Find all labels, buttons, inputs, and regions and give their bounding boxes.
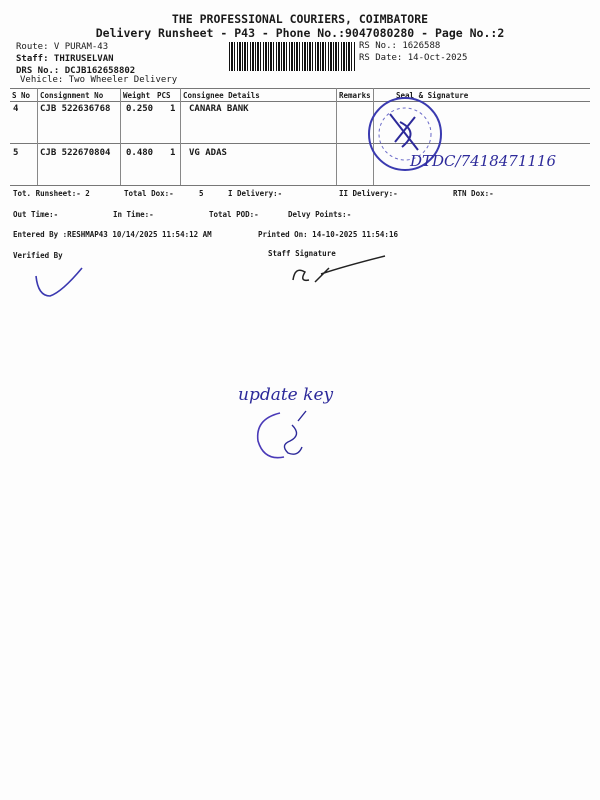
handwritten-update-key: update key (238, 385, 334, 405)
drs-no: DRS No.: DCJB162658802 (16, 66, 136, 76)
row-weight: 0.480 (126, 148, 154, 158)
ii-delivery: II Delivery:- (339, 189, 398, 198)
tot-runsheet: Tot. Runsheet:- 2 (13, 189, 90, 198)
row-consignment: CJB 522636768 (40, 104, 111, 114)
route: Route: V PURAM-43 (16, 42, 109, 52)
divider (37, 88, 38, 185)
col-sno: S No (12, 91, 31, 100)
row-consignee: VG ADAS (189, 148, 227, 158)
delvy-points: Delvy Points:- (288, 210, 352, 219)
col-remarks: Remarks (339, 91, 371, 100)
col-consignment: Consignment No (40, 91, 104, 100)
in-time: In Time:- (113, 210, 154, 219)
total-dox-value: 5 (199, 189, 204, 198)
divider (180, 88, 181, 185)
divider (336, 88, 337, 185)
printed-on: Printed On: 14-10-2025 11:54:16 (258, 230, 398, 239)
total-dox: Total Dox:- (124, 189, 174, 198)
divider (120, 88, 121, 185)
row-sno: 4 (13, 104, 19, 114)
verified-signature (35, 267, 83, 297)
total-pod: Total POD:- (209, 210, 259, 219)
row-sno: 5 (13, 148, 19, 158)
staff: Staff: THIRUSELVAN (16, 54, 114, 64)
company-title: THE PROFESSIONAL COURIERS, COIMBATORE (171, 12, 429, 26)
i-delivery: I Delivery:- (228, 189, 283, 198)
col-weight: Weight (123, 91, 151, 100)
staff-signature-label: Staff Signature (268, 249, 336, 258)
row-pcs: 1 (170, 148, 176, 158)
vehicle: Vehicle: Two Wheeler Delivery (20, 75, 178, 85)
divider (10, 185, 590, 186)
out-time: Out Time:- (13, 210, 59, 219)
col-pcs: PCS (157, 91, 171, 100)
rs-no: RS No.: 1626588 (359, 41, 441, 51)
row-consignee: CANARA BANK (189, 104, 249, 114)
row-pcs: 1 (170, 104, 176, 114)
handwritten-note: DTDC/7418471116 (410, 152, 557, 170)
col-consignee: Consignee Details (183, 91, 260, 100)
verified-by: Verified By (13, 251, 63, 260)
staff-signature (292, 255, 386, 283)
row-consignment: CJB 522670804 (40, 148, 111, 158)
col-seal: Seal & Signature (396, 91, 469, 100)
divider (373, 88, 374, 185)
rtn-dox: RTN Dox:- (453, 189, 494, 198)
divider (10, 101, 590, 102)
company-seal-stamp (368, 97, 442, 171)
divider (10, 143, 590, 144)
rs-date: RS Date: 14-Oct-2025 (359, 53, 468, 63)
ink-stamp-mark (256, 410, 307, 459)
barcode (229, 42, 356, 71)
entered-by: Entered By :RESHMAP43 10/14/2025 11:54:1… (13, 230, 212, 239)
runsheet-subtitle: Delivery Runsheet - P43 - Phone No.:9047… (95, 26, 505, 40)
row-weight: 0.250 (126, 104, 154, 114)
table-border (10, 88, 590, 89)
